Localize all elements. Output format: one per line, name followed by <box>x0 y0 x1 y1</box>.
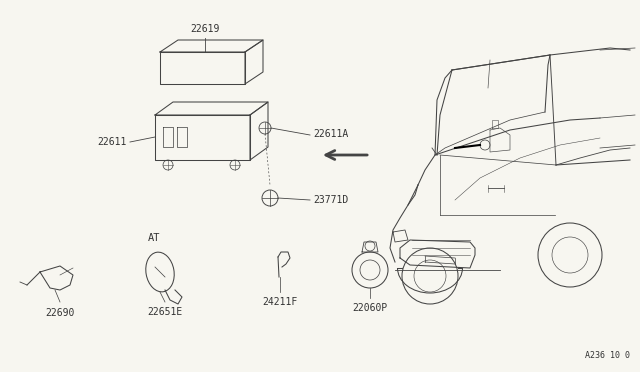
Text: AT: AT <box>148 233 161 243</box>
Text: 22611: 22611 <box>98 137 127 147</box>
Text: 22611A: 22611A <box>313 129 348 139</box>
Text: A236 10 0: A236 10 0 <box>585 351 630 360</box>
Text: 22060P: 22060P <box>353 303 388 313</box>
Text: 22651E: 22651E <box>147 307 182 317</box>
Text: 22690: 22690 <box>45 308 75 318</box>
Text: 23771D: 23771D <box>313 195 348 205</box>
Text: 22619: 22619 <box>190 24 220 34</box>
Text: 24211F: 24211F <box>262 297 298 307</box>
